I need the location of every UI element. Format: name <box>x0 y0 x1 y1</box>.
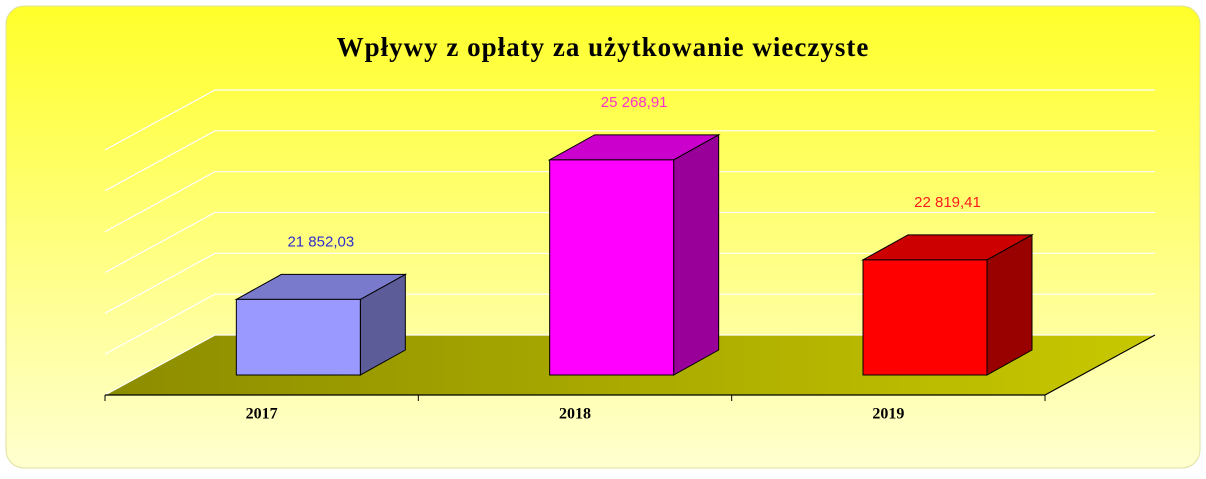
value-label: 22 819,41 <box>914 194 981 211</box>
x-axis-depth <box>1044 334 1156 396</box>
bar-side <box>673 134 720 376</box>
grid-line <box>104 130 1155 192</box>
bar <box>861 234 1034 376</box>
grid-line <box>104 89 1155 151</box>
value-label: 25 268,91 <box>601 94 668 111</box>
grid-line <box>104 171 1155 233</box>
bar-front <box>549 159 675 376</box>
x-tick-label: 2019 <box>872 406 904 423</box>
grid-line <box>104 211 1155 274</box>
grid-line <box>104 334 1155 396</box>
bar <box>547 134 721 376</box>
value-label: 21 852,03 <box>287 233 354 250</box>
grid-line <box>104 293 1155 355</box>
x-tick-label: 2017 <box>246 406 278 423</box>
grid-line <box>104 252 1155 314</box>
chart-title: Wpływy z opłaty za użytkowanie wieczyste <box>337 32 870 62</box>
x-tick-label: 2018 <box>559 406 591 423</box>
bar-front <box>235 298 361 376</box>
bar-front <box>862 259 988 376</box>
bar <box>234 273 408 376</box>
